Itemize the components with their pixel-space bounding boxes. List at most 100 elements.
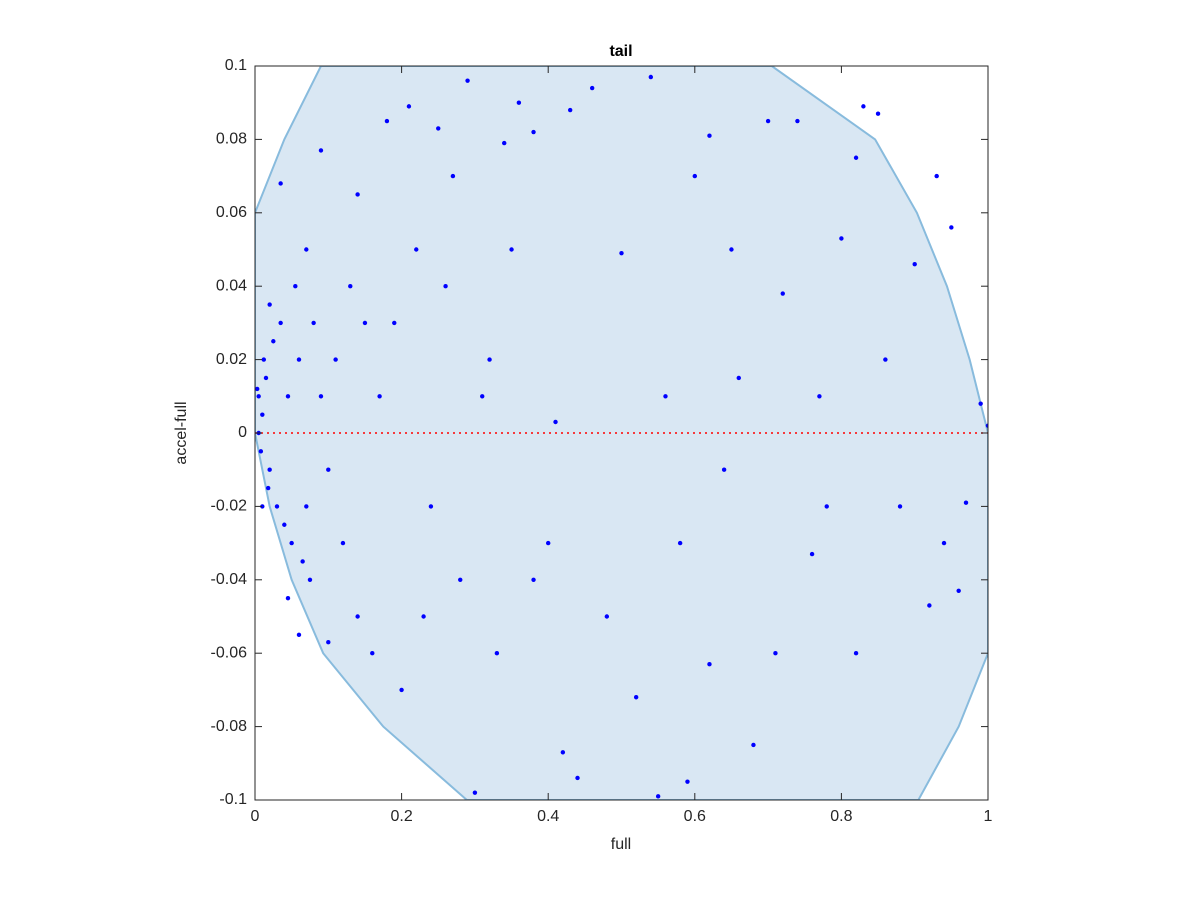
point (663, 394, 668, 399)
point (355, 192, 360, 197)
point (258, 449, 264, 454)
point (985, 423, 988, 428)
point (502, 140, 507, 146)
plot-content (255, 66, 988, 800)
point (428, 504, 434, 509)
point (260, 412, 265, 417)
point (333, 357, 338, 362)
point (978, 401, 983, 406)
point (443, 284, 448, 289)
point (326, 467, 331, 472)
point (255, 386, 260, 392)
point (567, 107, 573, 113)
point (927, 603, 932, 608)
point (707, 662, 712, 667)
point (553, 419, 558, 425)
y-tick-label: 0.08 (216, 131, 247, 148)
x-tick-label: 0 (251, 808, 260, 825)
point (875, 111, 881, 116)
point (304, 247, 309, 252)
point (278, 181, 283, 186)
point (883, 357, 888, 362)
point (839, 236, 844, 241)
point (436, 126, 441, 131)
point (340, 540, 346, 546)
x-axis-label: full (611, 836, 631, 853)
point (546, 540, 551, 546)
point (751, 742, 756, 748)
point (604, 614, 610, 619)
point (853, 155, 859, 160)
point (648, 74, 654, 80)
point (263, 375, 269, 381)
y-tick-label: -0.02 (211, 498, 248, 515)
point (465, 78, 470, 83)
point (853, 651, 859, 656)
point (817, 394, 822, 399)
y-tick-label: 0.04 (216, 277, 247, 294)
point (399, 687, 404, 693)
point (692, 173, 697, 179)
point (707, 133, 712, 138)
point (494, 651, 500, 656)
point (450, 173, 456, 179)
y-tick-label: 0.1 (225, 57, 247, 74)
point (267, 302, 272, 307)
point (293, 284, 298, 289)
x-tick-label: 0.8 (830, 808, 852, 825)
point (531, 577, 536, 582)
point (633, 695, 639, 700)
point (729, 247, 734, 252)
point (296, 357, 302, 362)
y-tick-label: -0.06 (211, 644, 248, 661)
x-tick-label: 1 (984, 808, 993, 825)
point (377, 394, 382, 399)
point (956, 588, 961, 594)
x-tick-label: 0.6 (684, 808, 706, 825)
point (300, 559, 305, 564)
point (282, 522, 287, 527)
point (421, 614, 426, 619)
point (795, 118, 800, 124)
y-tick-label: -0.04 (211, 571, 248, 588)
point (560, 750, 566, 755)
point (362, 320, 368, 326)
x-tick-label: 0.2 (390, 808, 412, 825)
point (406, 104, 412, 109)
point (318, 148, 324, 153)
point (487, 357, 492, 362)
point (304, 504, 309, 509)
point (271, 339, 276, 344)
point (685, 779, 690, 784)
y-tick-label: 0.02 (216, 351, 247, 368)
point (934, 173, 939, 179)
y-tick-label: 0.06 (216, 204, 247, 221)
point (278, 320, 283, 326)
point (809, 551, 815, 557)
point (780, 291, 785, 296)
point (575, 775, 580, 781)
point (472, 790, 478, 795)
point (296, 632, 302, 638)
point (480, 394, 485, 399)
point (256, 394, 261, 399)
point (355, 614, 360, 619)
y-tick-label: 0 (238, 424, 247, 441)
point (531, 129, 536, 135)
point (824, 504, 829, 509)
point (589, 85, 595, 91)
point (897, 504, 903, 509)
point (773, 651, 778, 656)
point (619, 250, 624, 256)
point (285, 595, 291, 601)
point (516, 100, 522, 105)
point (736, 375, 741, 381)
point (267, 467, 272, 472)
point (260, 504, 265, 509)
point (326, 639, 331, 645)
point (289, 540, 294, 546)
point (949, 225, 954, 230)
chart-title: tail (609, 43, 632, 60)
point (285, 394, 291, 399)
